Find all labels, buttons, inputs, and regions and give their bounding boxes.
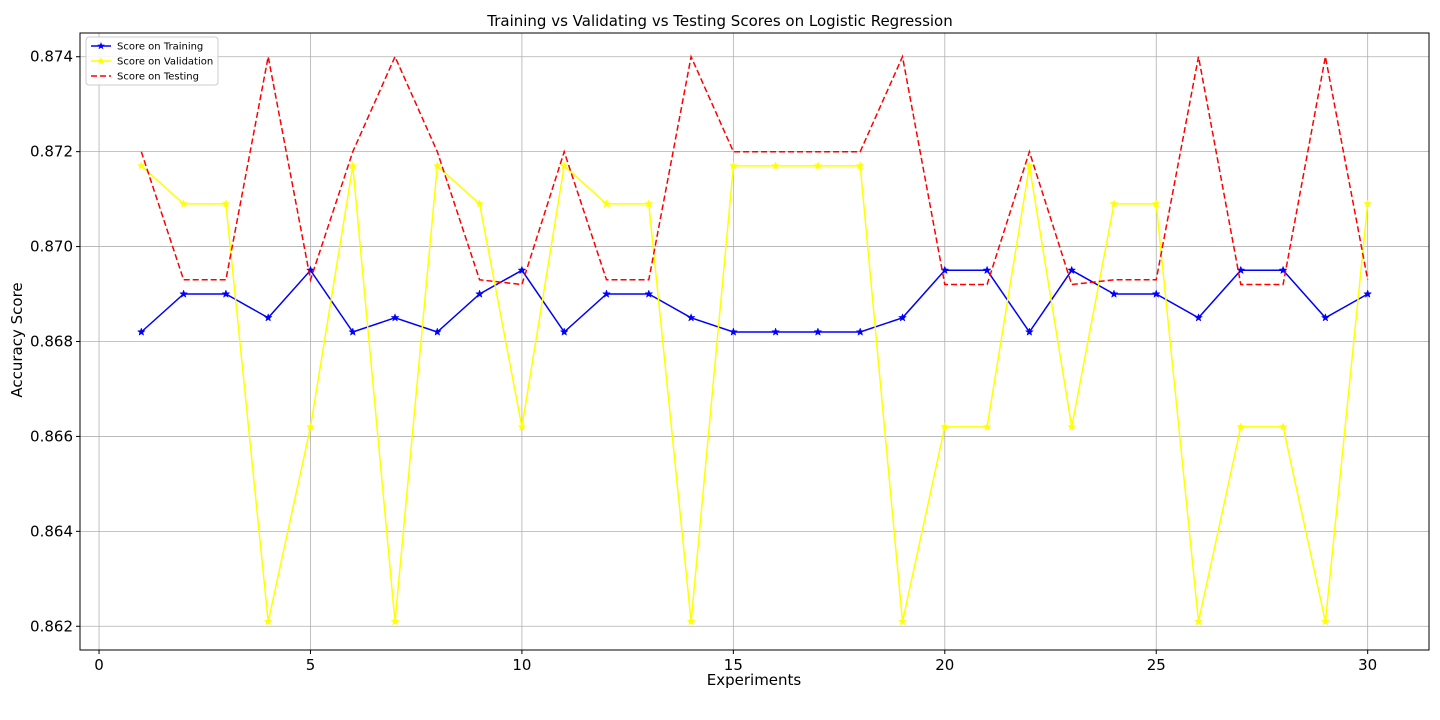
series-score-on-training xyxy=(136,265,1373,336)
data-point xyxy=(1320,313,1330,322)
data-point xyxy=(390,313,400,322)
data-point xyxy=(728,161,738,170)
data-point xyxy=(855,327,865,336)
legend-label: Score on Training xyxy=(117,42,203,53)
data-point xyxy=(1320,616,1330,626)
x-tick-label: 5 xyxy=(306,656,316,674)
data-point xyxy=(517,422,527,431)
legend-marker xyxy=(97,57,105,65)
legend: Score on Training Score on Validation Scor… xyxy=(85,36,219,86)
data-point xyxy=(982,265,992,275)
y-tick-label: 0.874 xyxy=(30,48,73,66)
y-tick-label: 0.864 xyxy=(30,522,73,540)
data-point xyxy=(982,422,992,431)
data-point xyxy=(432,327,442,336)
data-point xyxy=(771,327,781,336)
data-point xyxy=(898,313,907,322)
data-point xyxy=(179,199,189,208)
data-point xyxy=(1151,289,1161,298)
legend-item: Score on Testing xyxy=(91,72,199,83)
data-point xyxy=(1363,199,1373,208)
data-point xyxy=(136,161,146,170)
x-tick-label: 0 xyxy=(94,656,104,674)
x-tick-label: 15 xyxy=(724,656,743,674)
data-point xyxy=(221,199,231,208)
data-point xyxy=(221,289,231,298)
data-point xyxy=(1236,422,1246,431)
series-score-on-testing xyxy=(140,54,1369,286)
data-point xyxy=(263,616,273,626)
data-point xyxy=(771,161,781,170)
data-point xyxy=(728,327,738,336)
legend-label: Score on Testing xyxy=(117,72,199,83)
x-axis-label: Experiments xyxy=(707,671,802,689)
legend-box xyxy=(85,36,219,86)
data-point xyxy=(559,161,569,170)
data-point xyxy=(1151,199,1161,208)
y-tick-label: 0.862 xyxy=(30,617,73,635)
data-point xyxy=(602,289,611,298)
series-layer xyxy=(136,54,1373,626)
data-point xyxy=(475,289,485,298)
data-point xyxy=(305,422,316,431)
data-point xyxy=(390,616,400,626)
data-point xyxy=(348,161,358,170)
y-tick-label: 0.870 xyxy=(30,238,73,256)
data-point xyxy=(897,616,908,626)
y-tick-label: 0.866 xyxy=(30,427,73,445)
data-point xyxy=(686,616,696,626)
data-point xyxy=(559,327,569,336)
series-score-on-validation xyxy=(136,161,1373,626)
data-point xyxy=(348,327,358,336)
data-point xyxy=(813,161,823,170)
y-axis-label: Accuracy Score xyxy=(8,282,26,397)
data-point xyxy=(179,289,189,298)
data-point xyxy=(475,199,485,208)
legend-item: Score on Training xyxy=(91,42,203,53)
data-point xyxy=(1278,265,1288,275)
data-point xyxy=(940,422,950,431)
data-point xyxy=(263,313,273,322)
data-point xyxy=(813,327,823,336)
x-tick-label: 30 xyxy=(1358,656,1377,674)
data-point xyxy=(1194,313,1203,322)
data-point xyxy=(644,289,654,298)
legend-item: Score on Validation xyxy=(91,57,213,68)
data-point xyxy=(517,265,527,275)
data-point xyxy=(136,327,146,336)
series-line xyxy=(140,269,1369,334)
data-point xyxy=(1067,422,1077,431)
data-point xyxy=(432,161,442,170)
axis-ticks: 0 5 10 15 20 25 30 0.862 0.864 0.866 0.868 0.870 0.8… xyxy=(30,48,1377,674)
x-tick-label: 10 xyxy=(512,656,531,674)
legend-marker xyxy=(97,42,105,50)
data-point xyxy=(1363,289,1373,298)
data-point xyxy=(855,161,865,170)
data-point xyxy=(686,313,696,322)
data-point xyxy=(602,199,611,208)
y-tick-label: 0.872 xyxy=(30,143,73,161)
y-tick-label: 0.868 xyxy=(30,333,73,351)
x-tick-label: 20 xyxy=(935,656,954,674)
series-line xyxy=(140,164,1369,622)
data-point xyxy=(1024,327,1034,336)
data-point xyxy=(1109,199,1119,208)
series-line xyxy=(140,54,1369,286)
data-point xyxy=(1024,161,1034,170)
data-point xyxy=(1067,265,1077,275)
data-point xyxy=(1109,289,1119,298)
data-point xyxy=(1278,422,1288,431)
legend-label: Score on Validation xyxy=(117,57,213,68)
chart-title: Training vs Validating vs Testing Scores… xyxy=(486,12,953,30)
data-point xyxy=(1193,616,1204,626)
x-tick-label: 25 xyxy=(1147,656,1166,674)
data-point xyxy=(644,199,654,208)
